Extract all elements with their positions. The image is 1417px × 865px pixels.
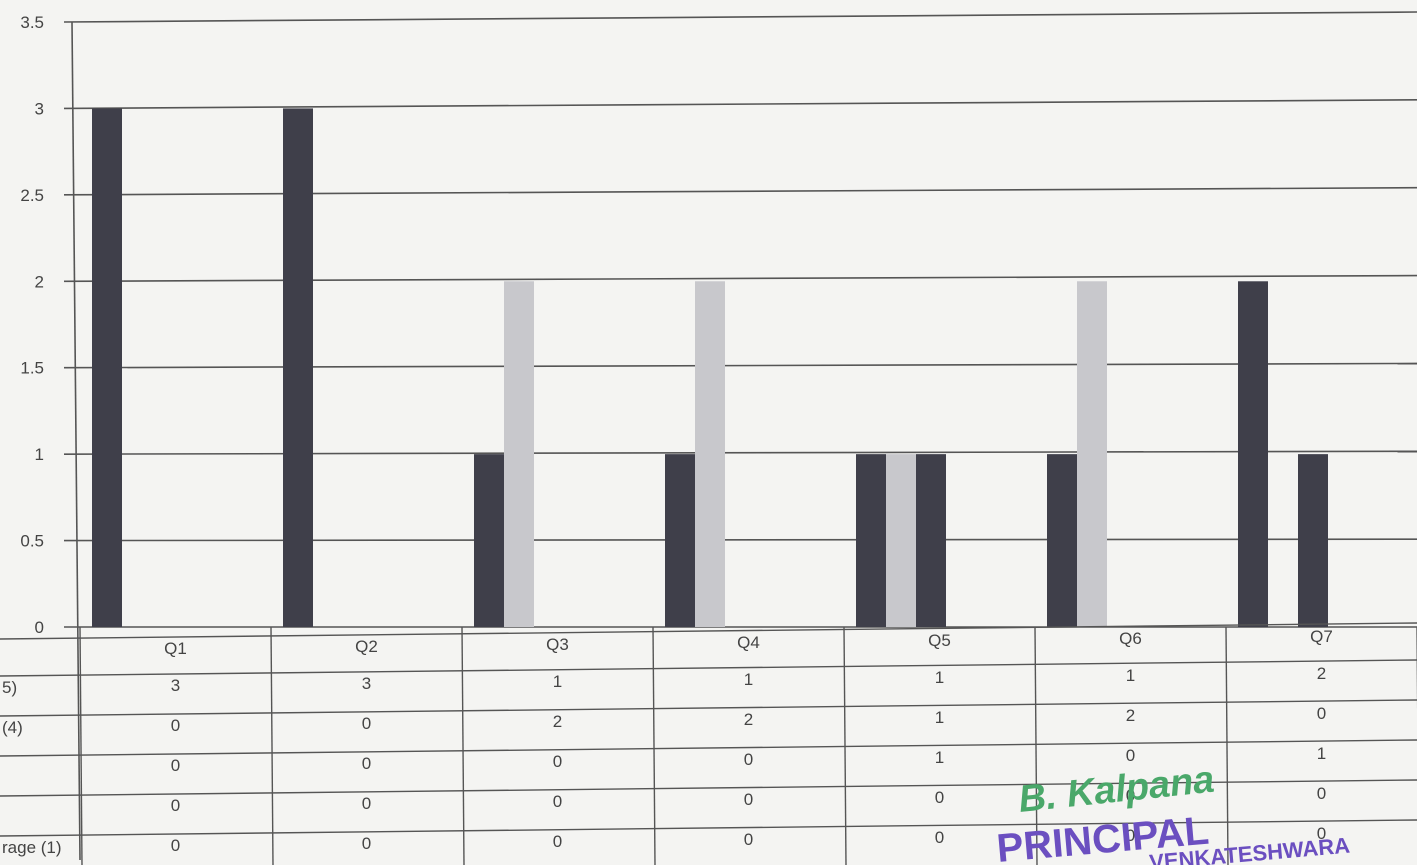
series-row-label: 5) <box>2 678 17 697</box>
table-col-line <box>1034 626 1038 865</box>
gridline <box>63 186 1417 196</box>
table-value: 0 <box>744 790 753 809</box>
table-row-line <box>0 779 1417 797</box>
table-row-line <box>0 659 1417 677</box>
principal-stamp: B. Kalpana PRINCIPAL VENKATESHWARA <box>995 759 1351 865</box>
bar <box>1238 281 1268 627</box>
series-row-label: (4) <box>2 718 23 737</box>
table-value: 1 <box>1126 666 1135 685</box>
table-value: 3 <box>171 676 180 695</box>
bar <box>695 281 725 627</box>
table-value: 0 <box>171 836 180 855</box>
x-category-label: Q2 <box>355 637 378 656</box>
table-value: 0 <box>362 714 371 733</box>
bar <box>665 454 695 627</box>
y-tick-label: 2 <box>35 272 44 291</box>
bar <box>474 454 504 627</box>
table-value: 0 <box>1126 746 1135 765</box>
table-row-line <box>0 819 1417 837</box>
bar <box>886 454 916 627</box>
table-value: 0 <box>171 756 180 775</box>
gridline <box>63 274 1417 283</box>
bar <box>504 281 534 627</box>
table-value: 0 <box>553 752 562 771</box>
table-value: 1 <box>935 708 944 727</box>
table-value: 0 <box>1317 784 1326 803</box>
bar <box>1298 454 1328 627</box>
bar <box>283 108 313 627</box>
y-axis-ticks: 0 0.5 1 1.5 2 2.5 3 3.5 <box>20 13 44 637</box>
table-col-line <box>843 626 847 865</box>
x-category-label: Q4 <box>737 633 760 652</box>
table-value: 0 <box>744 750 753 769</box>
y-tick-label: 0.5 <box>20 532 44 551</box>
table-value: 0 <box>1317 824 1326 843</box>
bar <box>1047 454 1077 627</box>
bars <box>92 108 1328 627</box>
table-value: 0 <box>171 796 180 815</box>
gridlines <box>63 11 1417 861</box>
gridline <box>63 362 1417 369</box>
x-category-label: Q7 <box>1310 627 1333 646</box>
table-value: 0 <box>1126 826 1135 845</box>
x-category-label: Q3 <box>546 635 569 654</box>
table-value: 1 <box>744 670 753 689</box>
y-tick-label: 1.5 <box>20 359 44 378</box>
x-category-label: Q5 <box>928 631 951 650</box>
table-value: 2 <box>744 710 753 729</box>
table-value: 0 <box>1317 704 1326 723</box>
table-row-line <box>0 699 1417 717</box>
table-col-line <box>461 626 465 865</box>
bar <box>92 108 122 627</box>
table-value: 2 <box>1317 664 1326 683</box>
bar <box>856 454 886 627</box>
y-tick-label: 0 <box>35 618 44 637</box>
table-value: 3 <box>362 674 371 693</box>
table-value: 0 <box>362 834 371 853</box>
gridline <box>63 450 1417 455</box>
table-value: 0 <box>1126 786 1135 805</box>
x-category-label: Q6 <box>1119 629 1142 648</box>
series-row-label: rage (1) <box>2 838 62 857</box>
table-col-line <box>1225 626 1229 865</box>
table-value: 1 <box>935 748 944 767</box>
table-col-line <box>652 626 656 865</box>
y-tick-label: 3.5 <box>20 13 44 32</box>
table-value: 1 <box>1317 744 1326 763</box>
table-value: 0 <box>553 832 562 851</box>
table-value: 2 <box>553 712 562 731</box>
table-value: 0 <box>362 794 371 813</box>
y-tick-label: 2.5 <box>20 186 44 205</box>
bar <box>1077 281 1107 627</box>
table-value: 0 <box>171 716 180 735</box>
table-value: 0 <box>935 828 944 847</box>
table-row-line <box>0 739 1417 757</box>
table-value: 0 <box>935 788 944 807</box>
y-tick-label: 1 <box>35 445 44 464</box>
y-tick-label: 3 <box>35 99 44 118</box>
table-value: 0 <box>744 830 753 849</box>
table-value: 0 <box>362 754 371 773</box>
table-col-line <box>270 626 274 865</box>
gridline <box>63 538 1417 542</box>
y-axis-line <box>71 21 81 861</box>
gridline <box>63 99 1417 110</box>
table-row-line <box>0 622 1417 640</box>
table-value: 1 <box>935 668 944 687</box>
data-table: Q1 Q2 Q3 Q4 Q5 Q6 Q7 5) 3 3 1 1 1 1 2 (4) 0 0 2 2 1 2 0 0 0 0 0 1 0 1… <box>0 622 1417 865</box>
table-value: 2 <box>1126 706 1135 725</box>
gridline <box>63 11 1417 23</box>
table-col-line <box>79 626 83 865</box>
x-category-label: Q1 <box>164 639 187 658</box>
table-value: 1 <box>553 672 562 691</box>
bar <box>916 454 946 627</box>
table-value: 0 <box>553 792 562 811</box>
